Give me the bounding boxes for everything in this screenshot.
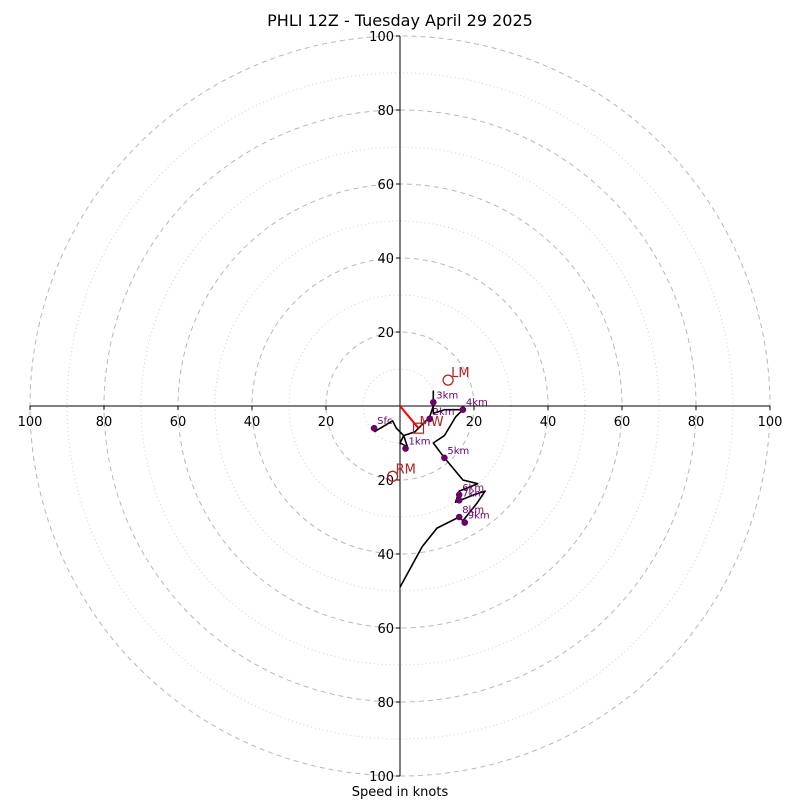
height-marker-point bbox=[461, 519, 469, 526]
x-tick-label: 20 bbox=[466, 415, 483, 430]
mean-wind-vector bbox=[399, 405, 420, 429]
y-tick-label: 20 bbox=[377, 474, 394, 489]
x-tick-label: 60 bbox=[170, 415, 187, 430]
x-tick-label: 80 bbox=[688, 415, 705, 430]
height-marker-label: 1km bbox=[409, 437, 431, 448]
height-marker-point bbox=[370, 424, 378, 432]
y-tick-label: 80 bbox=[377, 104, 394, 119]
mean-wind-label: MW bbox=[420, 415, 444, 430]
height-marker-label: 5km bbox=[447, 446, 469, 457]
y-tick-label: 100 bbox=[369, 30, 394, 45]
x-tick-label: 60 bbox=[614, 415, 631, 430]
mean-wind-marker bbox=[412, 422, 425, 434]
y-tick-label: 60 bbox=[377, 622, 394, 637]
y-tick-label: 60 bbox=[377, 178, 394, 193]
hodograph-trace bbox=[373, 390, 486, 588]
storm-motion: LM RM bbox=[386, 366, 470, 482]
y-tick-label: 40 bbox=[377, 252, 394, 267]
storm-motion-label: RM bbox=[396, 462, 416, 477]
height-marker-label: 4km bbox=[466, 398, 488, 409]
height-marker-point bbox=[430, 399, 437, 406]
height-marker-label: 7km bbox=[462, 488, 484, 499]
y-tick-label: 100 bbox=[369, 770, 394, 785]
y-tick-label: 40 bbox=[377, 548, 394, 563]
height-marker-label: 9km bbox=[468, 511, 490, 522]
height-marker-point bbox=[426, 415, 433, 423]
height-marker-label: 8km bbox=[462, 505, 484, 516]
chart-title: PHLI 12Z - Tuesday April 29 2025 bbox=[267, 11, 533, 30]
tick-labels: 100 80 60 40 20 20 40 60 80 100 100 80 60 40 20 20 40 60 8… bbox=[18, 30, 783, 785]
height-marker-point bbox=[441, 454, 448, 462]
storm-motion-marker bbox=[442, 374, 454, 386]
x-tick-label: 100 bbox=[758, 415, 783, 430]
wind-profile bbox=[373, 390, 486, 588]
height-marker-point bbox=[455, 513, 463, 521]
height-marker-label: Sfc bbox=[377, 416, 392, 427]
mean-wind: MW bbox=[399, 405, 444, 434]
x-tick-label: 40 bbox=[540, 415, 557, 430]
storm-motion-label: LM bbox=[451, 366, 469, 381]
x-tick-label: 80 bbox=[96, 415, 113, 430]
height-marker-point bbox=[455, 497, 463, 504]
x-tick-label: 20 bbox=[318, 415, 335, 430]
x-tick-label: 100 bbox=[18, 415, 43, 430]
height-marker-label: 3km bbox=[436, 390, 458, 401]
x-tick-label: 40 bbox=[244, 415, 261, 430]
y-tick-label: 20 bbox=[377, 326, 394, 341]
height-marker-point bbox=[459, 406, 467, 414]
x-axis-label: Speed in knots bbox=[352, 785, 449, 800]
height-marker-point bbox=[455, 491, 463, 499]
height-marker-label: 6km bbox=[462, 483, 484, 494]
y-tick-label: 80 bbox=[377, 696, 394, 711]
height-marker-label: 2km bbox=[433, 407, 455, 418]
storm-motion-marker bbox=[386, 470, 399, 482]
height-marker-point bbox=[402, 445, 409, 452]
